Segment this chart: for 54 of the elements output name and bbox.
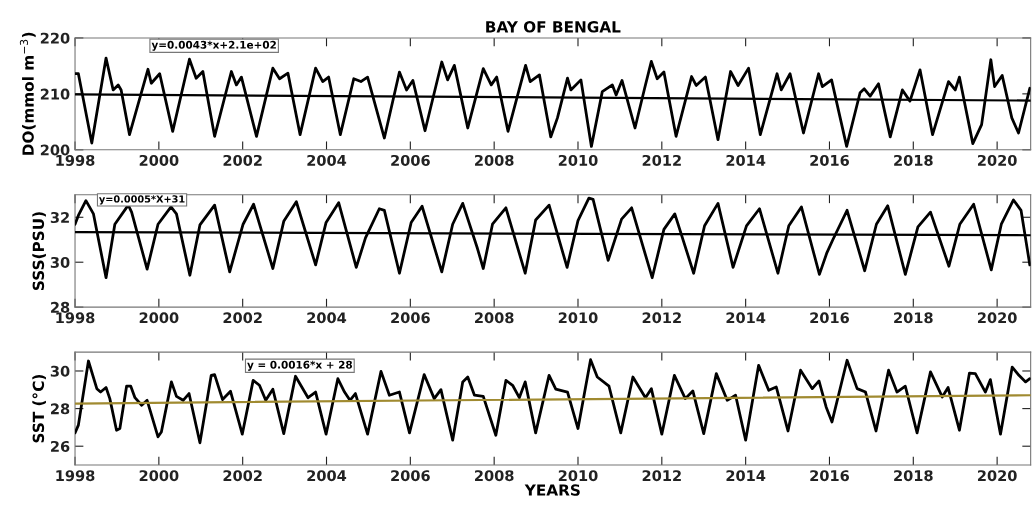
x-tick-label: 2020 [977, 312, 1017, 324]
x-tick-label: 2010 [558, 470, 598, 482]
x-axis-title: YEARS [524, 484, 580, 496]
y-tick-label: 30 [50, 365, 70, 377]
x-tick-label: 2020 [977, 154, 1017, 166]
y-tick-label: 200 [40, 144, 70, 156]
annotation: y = 0.0016*x + 28 [247, 360, 352, 371]
x-tick-label: 2016 [810, 470, 849, 482]
x-tick-label: 2004 [307, 154, 347, 166]
x-tick-label: 2012 [642, 312, 681, 324]
y-tick-label: 28 [51, 403, 70, 415]
x-tick-label: 2014 [726, 312, 766, 324]
line-series [75, 358, 1031, 445]
x-tick-label: 2000 [139, 312, 179, 324]
x-tick-label: 2014 [726, 154, 766, 166]
annotation: y=0.0005*X+31 [99, 195, 185, 205]
x-tick-label: 1998 [56, 312, 95, 324]
x-tick-label: 2018 [894, 312, 933, 324]
x-tick-label: 2018 [894, 154, 933, 166]
x-tick-label: 2012 [642, 154, 681, 166]
x-tick-label: 2016 [810, 312, 849, 324]
annotation: y=0.0043*x+2.1e+02 [151, 40, 276, 51]
x-tick-label: 2010 [558, 312, 598, 324]
x-tick-label: 2006 [391, 154, 430, 166]
x-tick-label: 2008 [475, 312, 514, 324]
x-tick-label: 2016 [810, 154, 849, 166]
x-tick-label: 2006 [391, 312, 430, 324]
x-tick-label: 2004 [307, 312, 347, 324]
x-tick-label: 2014 [726, 470, 766, 482]
x-tick-label: 2010 [558, 154, 598, 166]
x-tick-label: 2008 [475, 470, 514, 482]
y-axis-title: SSS(PSU) [32, 212, 46, 290]
x-tick-label: 2012 [642, 470, 681, 482]
y-axis-title: SST (°C) [32, 374, 46, 443]
x-tick-label: 1998 [56, 154, 95, 166]
x-tick-label: 2002 [223, 154, 262, 166]
x-tick-label: 2004 [307, 470, 347, 482]
x-tick-label: 2000 [139, 470, 179, 482]
y-tick-label: 32 [50, 211, 69, 224]
x-tick-label: 2000 [139, 154, 179, 166]
x-tick-label: 2008 [475, 154, 514, 166]
y-tick-label: 210 [40, 88, 70, 100]
x-tick-label: 2002 [223, 470, 262, 482]
y-axis-title: DO(mmol m$^{−3}$) [19, 32, 36, 155]
chart-title: BAY OF BENGAL [486, 21, 621, 33]
y-tick-label: 30 [50, 256, 70, 268]
x-tick-label: 2006 [391, 470, 430, 482]
y-tick-label: 26 [51, 440, 70, 452]
x-tick-label: 2018 [894, 470, 933, 482]
y-tick-label: 28 [51, 301, 70, 313]
y-tick-label: 220 [40, 32, 70, 44]
x-tick-label: 2020 [977, 470, 1017, 482]
x-tick-label: 2002 [223, 312, 262, 324]
x-tick-label: 1998 [56, 470, 95, 482]
